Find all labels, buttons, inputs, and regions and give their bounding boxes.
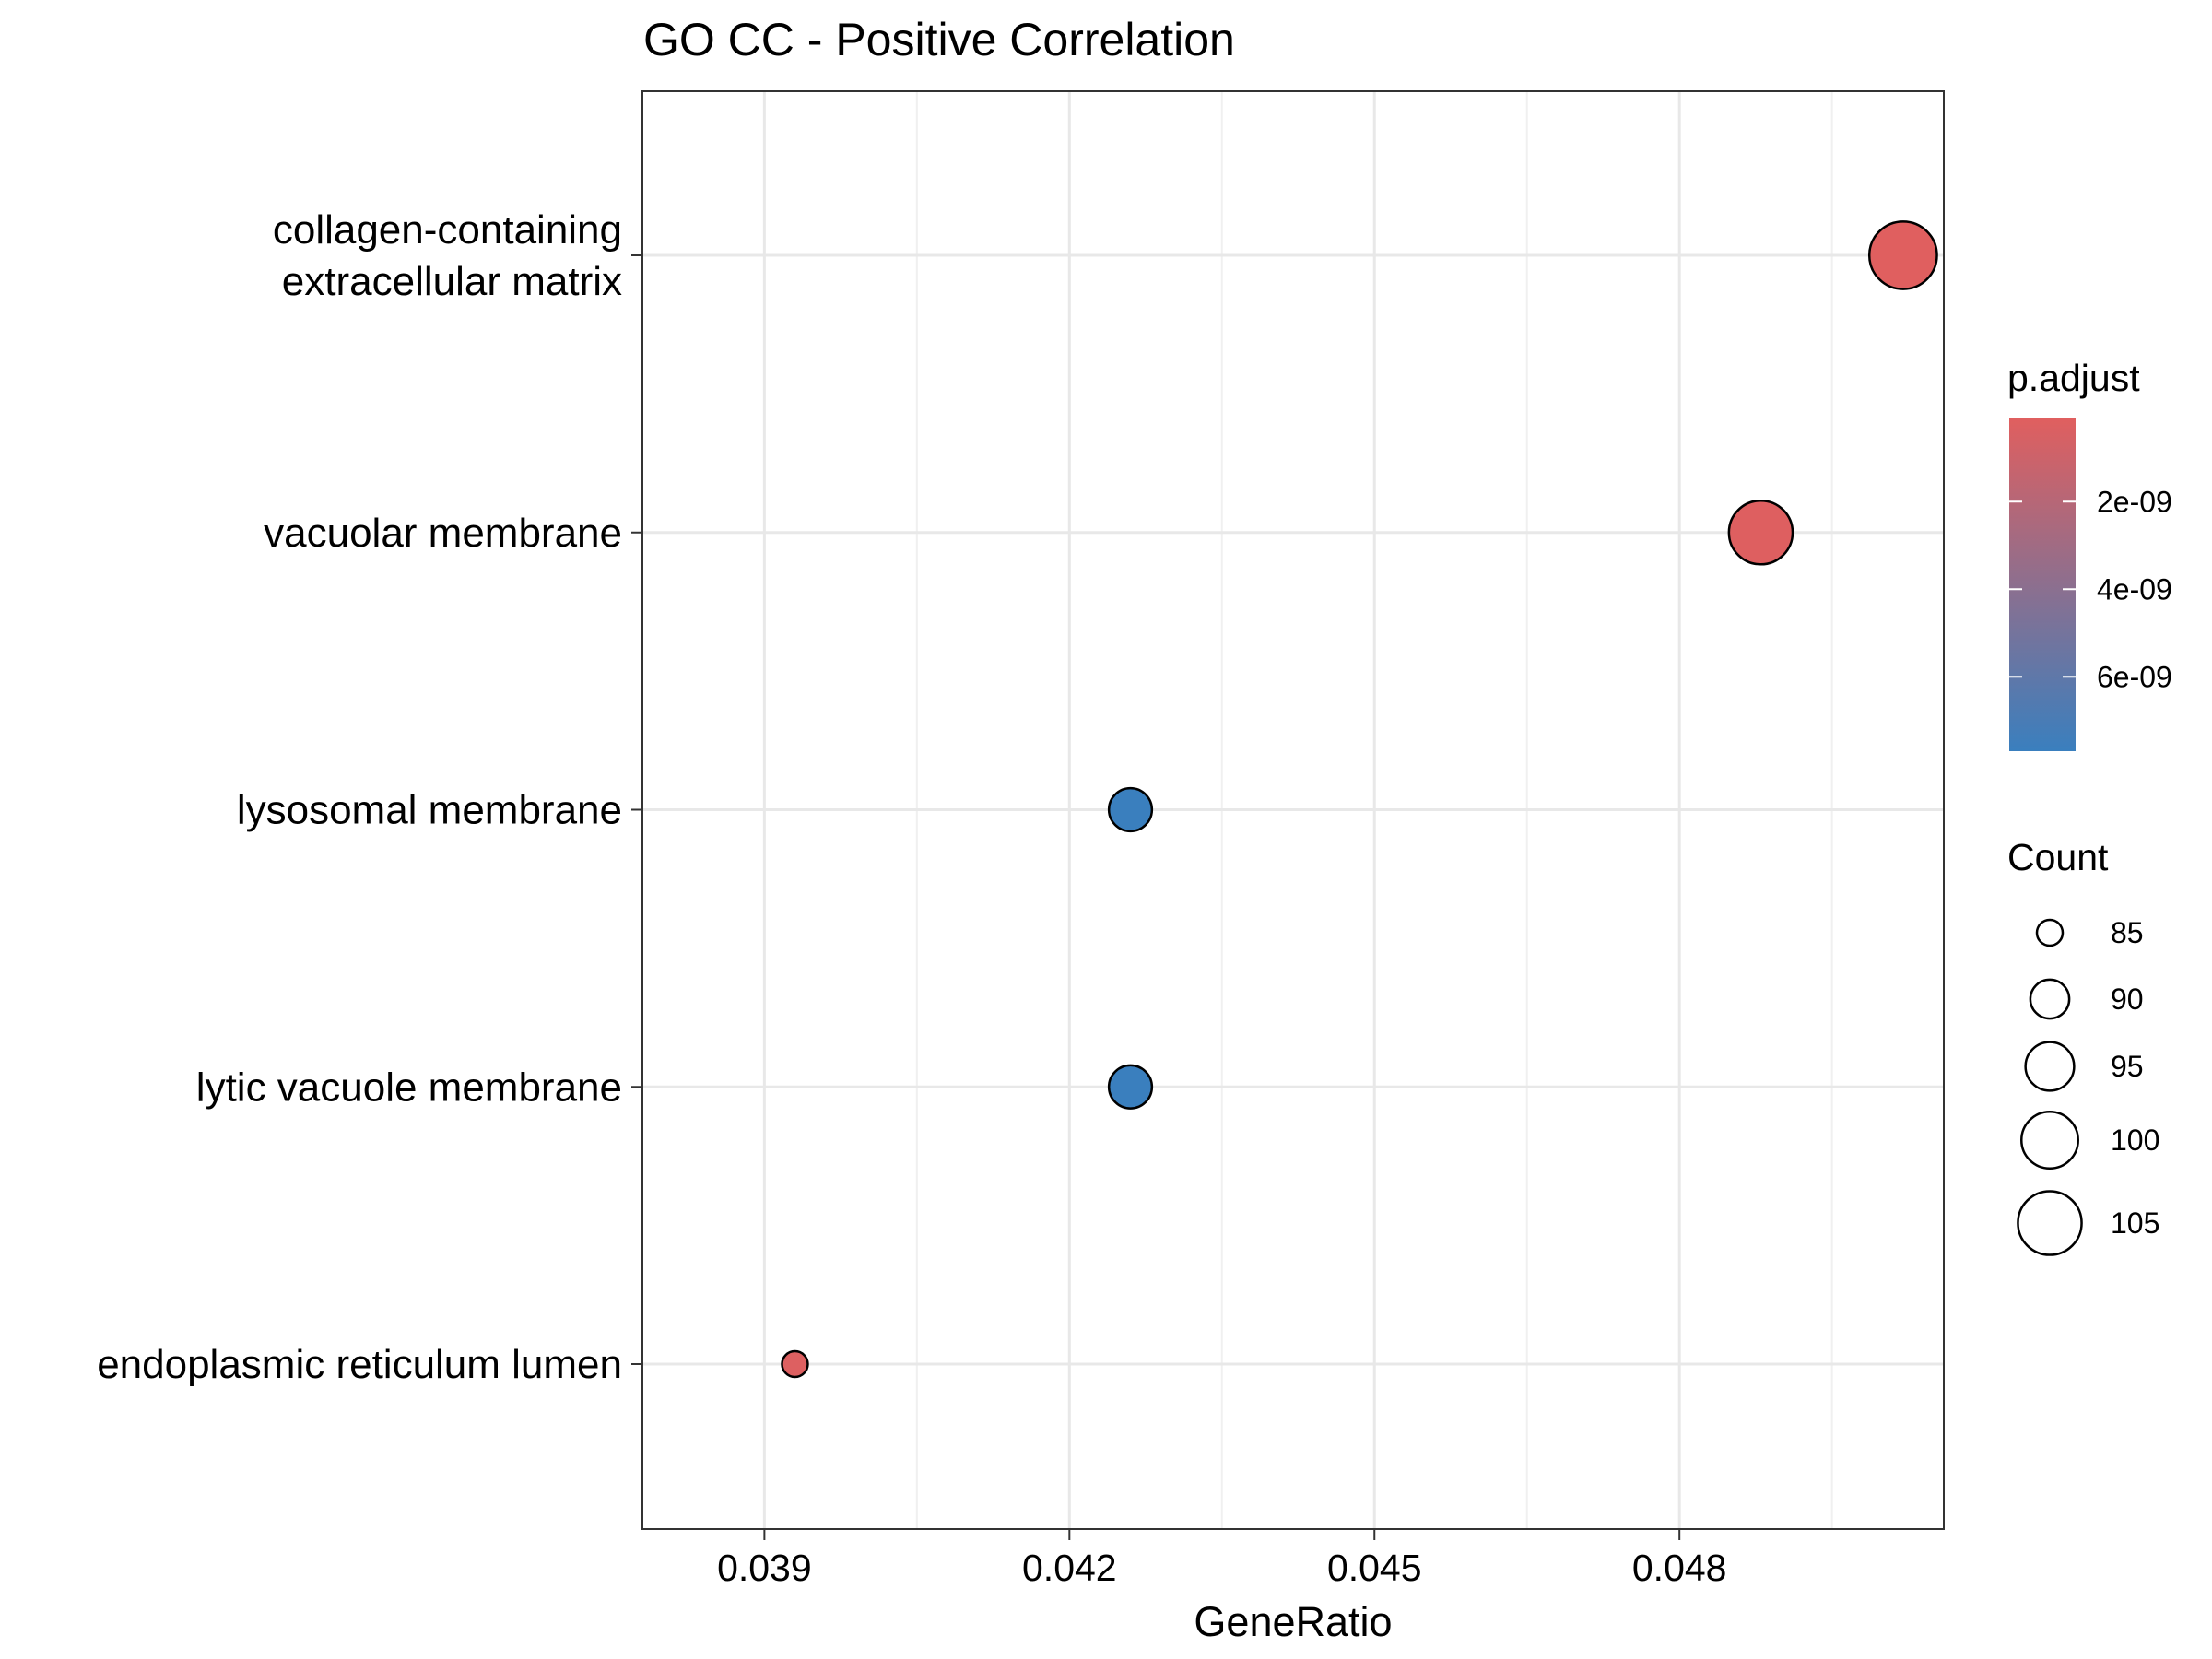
x-axis-title: GeneRatio	[1194, 1598, 1392, 1645]
size-legend-key	[2035, 918, 2065, 947]
color-legend-title: p.adjust	[2007, 357, 2140, 399]
color-legend-bar	[2009, 418, 2076, 751]
data-point	[1727, 499, 1794, 566]
y-tick-label: lysosomal membrane	[237, 788, 622, 833]
size-legend-key	[2017, 1190, 2083, 1256]
size-legend-key	[2029, 978, 2071, 1020]
color-legend-label: 2e-09	[2097, 485, 2172, 518]
chart-title: GO CC - Positive Correlation	[643, 14, 1235, 65]
size-legend-label: 85	[2111, 916, 2144, 949]
major-gridlines	[642, 91, 1944, 1529]
x-tick-label: 0.048	[1632, 1547, 1727, 1589]
data-point	[1107, 1064, 1154, 1110]
data-point	[1107, 786, 1154, 833]
size-legend-label: 100	[2111, 1124, 2159, 1157]
y-axis: collagen-containing extracellular matrix v…	[97, 207, 642, 1387]
y-tick-label: collagen-containing extracellular matrix	[273, 207, 622, 304]
size-legend-items: 85 90 95 100 105	[2017, 916, 2159, 1256]
color-legend-label: 4e-09	[2097, 572, 2172, 606]
data-point	[1867, 220, 1938, 290]
x-tick-label: 0.039	[717, 1547, 812, 1589]
data-point	[781, 1349, 809, 1379]
y-tick-label: vacuolar membrane	[264, 511, 622, 556]
size-legend-key	[2024, 1041, 2076, 1092]
color-legend-ticks: 2e-09 4e-09 6e-09	[2009, 485, 2172, 693]
size-legend-key	[2020, 1111, 2079, 1170]
y-tick-label: lytic vacuole membrane	[196, 1065, 622, 1110]
size-legend-title: Count	[2007, 836, 2109, 878]
size-legend: Count 85 90 95 100 105	[2007, 836, 2159, 1256]
size-legend-label: 105	[2111, 1206, 2159, 1240]
y-tick-label: endoplasmic reticulum lumen	[97, 1342, 622, 1387]
color-legend: p.adjust 2e-09 4e-09 6e-09	[2007, 357, 2172, 751]
size-legend-label: 90	[2111, 982, 2144, 1016]
color-legend-label: 6e-09	[2097, 660, 2172, 693]
x-axis: 0.039 0.042 0.045 0.048	[717, 1529, 1726, 1589]
x-tick-label: 0.045	[1327, 1547, 1422, 1589]
x-tick-label: 0.042	[1022, 1547, 1117, 1589]
size-legend-label: 95	[2111, 1050, 2144, 1083]
data-points	[781, 220, 1938, 1379]
